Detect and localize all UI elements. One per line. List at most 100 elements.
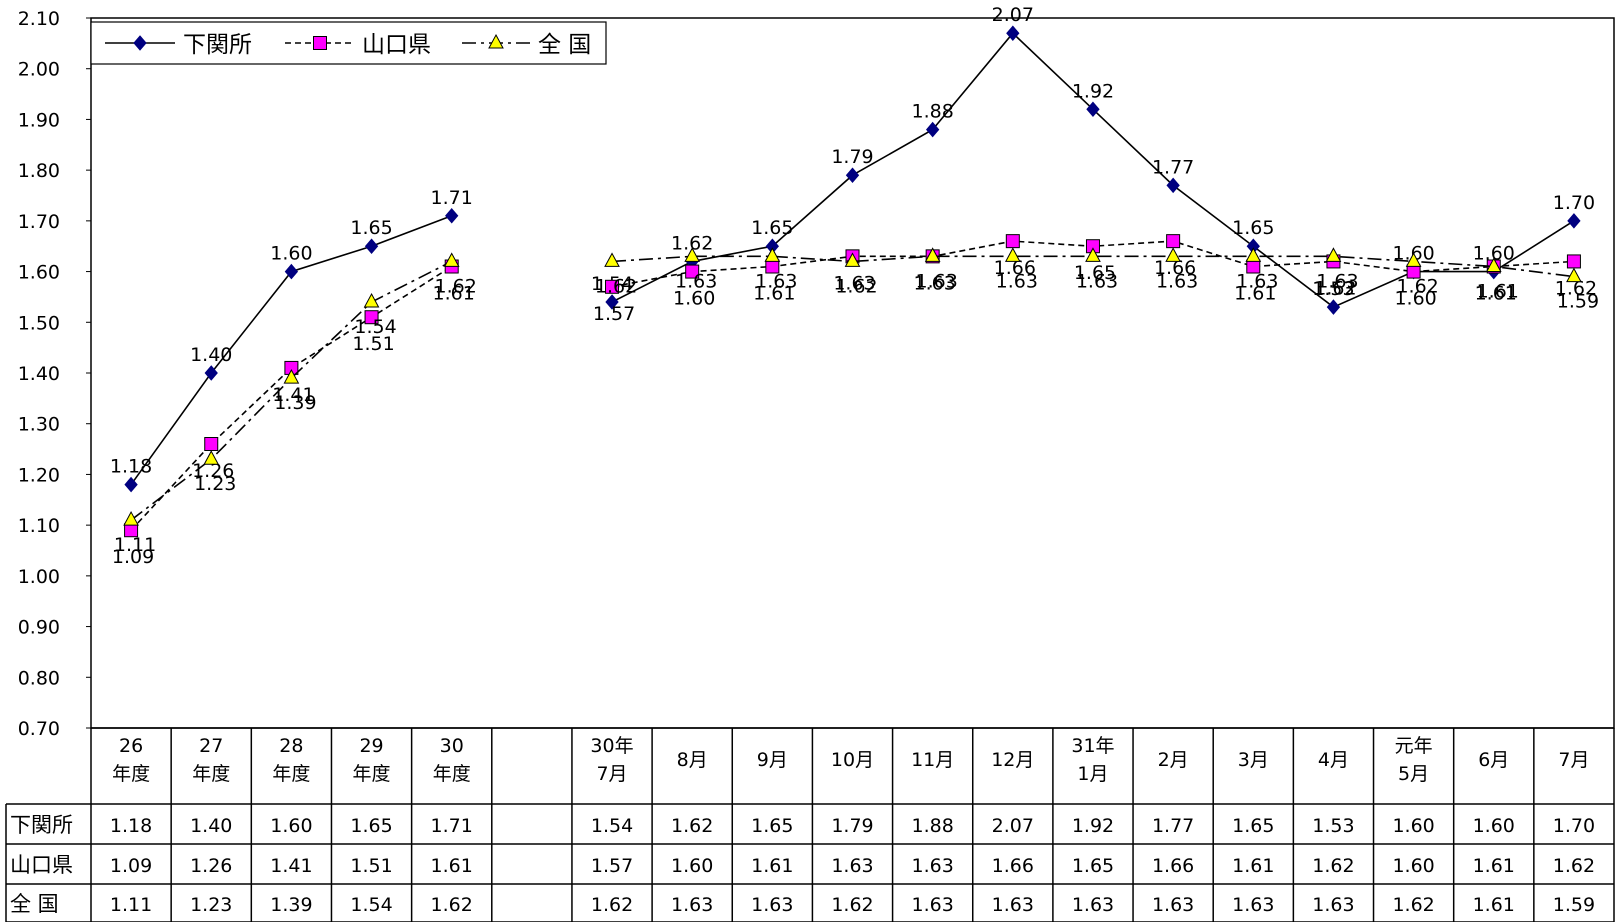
data-label: 1.63 — [1236, 270, 1278, 292]
data-label: 1.65 — [350, 217, 392, 239]
table-cell: 1.63 — [1232, 894, 1274, 916]
table-cell: 1.71 — [431, 815, 473, 837]
x-category-label: 30 — [440, 735, 464, 757]
data-label: 1.59 — [1557, 291, 1599, 313]
data-label: 1.62 — [835, 275, 877, 297]
data-label: 1.63 — [914, 272, 956, 294]
data-point-triangle — [123, 511, 139, 526]
data-point-triangle — [1405, 252, 1422, 267]
data-label: 1.62 — [1314, 277, 1356, 299]
data-point-diamond — [204, 365, 218, 381]
data-label: 1.63 — [1316, 270, 1358, 292]
data-label: 1.62 — [671, 232, 713, 254]
table-cell: 1.60 — [671, 855, 713, 877]
data-label: 1.63 — [675, 270, 717, 292]
table-cell: 1.63 — [751, 894, 793, 916]
y-tick-label: 1.50 — [18, 312, 60, 334]
data-point-triangle — [443, 252, 460, 267]
y-tick-label: 1.60 — [18, 262, 60, 284]
data-label: 1.60 — [270, 243, 312, 265]
y-tick-label: 1.90 — [18, 109, 60, 131]
table-cell: 1.60 — [1392, 855, 1434, 877]
table-cell: 1.63 — [1072, 894, 1114, 916]
data-point-diamond — [124, 476, 138, 493]
table-cell: 1.63 — [671, 894, 713, 916]
y-tick-label: 1.30 — [18, 414, 60, 436]
data-point-square — [605, 279, 620, 294]
x-category-label: 6月 — [1478, 749, 1509, 771]
data-label: 1.65 — [751, 217, 793, 239]
table-cell: 1.65 — [350, 815, 392, 837]
data-point-square — [1005, 234, 1020, 249]
data-label: 1.61 — [1234, 283, 1276, 305]
table-cell: 1.79 — [831, 815, 873, 837]
data-point-diamond — [1086, 101, 1100, 118]
data-point-diamond — [925, 121, 940, 138]
data-table: 下関所 1.18 1.40 1.60 1.65 1.71 1.54 1.62 1.65 1.79 1… — [5, 727, 1615, 922]
series-1: 1.18 1.40 1.60 1.65 1.71 1.54 1.62 1.65 1.79 1.88… — [110, 4, 1595, 493]
x-axis-categories: 26 年度 27 年度 28 年度 29 年度 30 年度 30年 7月 8月 9月 10月 11月 12月 31… — [112, 735, 1589, 785]
table-cell: 1.65 — [1232, 815, 1274, 837]
table-row-header: 全 国 — [10, 892, 59, 916]
data-label: 1.60 — [673, 288, 715, 310]
x-category-label: 2月 — [1158, 749, 1189, 771]
data-label: 1.70 — [1553, 192, 1595, 214]
y-tick-label: 1.10 — [18, 515, 60, 537]
data-label: 1.09 — [112, 546, 154, 568]
table-cell: 1.62 — [671, 815, 713, 837]
x-category-label: 9月 — [757, 749, 788, 771]
table-cell: 1.66 — [992, 855, 1034, 877]
table-cell: 1.62 — [1312, 855, 1354, 877]
x-category-label: 年度 — [353, 763, 391, 785]
table-cell: 1.41 — [270, 855, 312, 877]
legend-label: 下関所 — [183, 32, 252, 58]
data-point-square — [313, 36, 327, 50]
table-cell: 1.59 — [1553, 894, 1595, 916]
table-cell: 1.39 — [270, 894, 312, 916]
y-tick-label: 1.20 — [18, 464, 60, 486]
x-category-label: 27 — [199, 735, 223, 757]
table-cell: 1.51 — [350, 855, 392, 877]
data-point-triangle — [1245, 247, 1262, 262]
data-label: 1.66 — [1154, 257, 1196, 279]
y-tick-label: 1.80 — [18, 160, 60, 182]
data-label: 1.65 — [1232, 217, 1274, 239]
table-cell: 1.62 — [1553, 855, 1595, 877]
table-cell: 1.62 — [1392, 894, 1434, 916]
table-cell: 1.62 — [831, 894, 873, 916]
x-category-label: 年度 — [192, 763, 230, 785]
data-label: 1.54 — [354, 316, 396, 338]
y-tick-label: 1.00 — [18, 566, 60, 588]
table-cell: 1.63 — [992, 894, 1034, 916]
data-point-square — [1566, 254, 1581, 269]
data-point-triangle — [684, 247, 701, 262]
data-point-square — [204, 437, 219, 451]
table-cell: 2.07 — [992, 815, 1034, 837]
data-point-diamond — [605, 294, 619, 310]
data-point-diamond — [1006, 25, 1020, 41]
table-cell: 1.63 — [1312, 894, 1354, 916]
data-label: 1.62 — [595, 275, 637, 297]
data-point-diamond — [1567, 213, 1581, 229]
data-point-triangle — [1085, 247, 1101, 262]
series-2: 1.091.261.411.511.611.571.60 1.61 1.63 1.63… — [112, 234, 1597, 568]
data-label: 1.41 — [272, 384, 314, 406]
table-cell: 1.63 — [912, 894, 954, 916]
data-label: 1.63 — [1156, 270, 1198, 292]
data-point-triangle — [283, 369, 300, 384]
x-category-label: 10月 — [831, 749, 874, 771]
table-row-header: 山口県 — [10, 853, 73, 877]
data-label: 2.07 — [992, 4, 1034, 26]
x-category-label: 26 — [119, 735, 143, 757]
data-label: 1.57 — [593, 303, 635, 325]
x-category-label: 年度 — [272, 763, 310, 785]
y-tick-label: 1.70 — [18, 211, 60, 233]
data-label: 1.92 — [1072, 80, 1114, 102]
data-point-square — [364, 310, 379, 325]
data-label: 1.63 — [916, 270, 958, 292]
table-cell: 1.77 — [1152, 815, 1194, 837]
x-category-label: 5月 — [1398, 763, 1429, 785]
data-label: 1.63 — [755, 270, 797, 292]
data-label: 1.39 — [274, 392, 316, 414]
table-cell: 1.62 — [591, 894, 633, 916]
